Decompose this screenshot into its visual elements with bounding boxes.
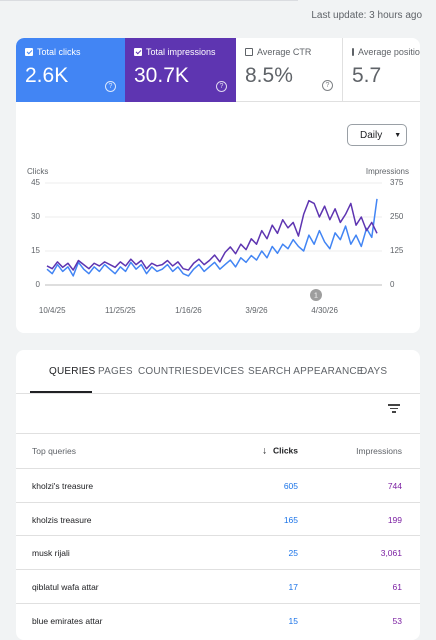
query-cell: qiblatul wafa attar xyxy=(32,582,99,593)
filter-button[interactable] xyxy=(388,404,400,413)
metric-tile[interactable]: Average position 5.7 xyxy=(343,38,420,102)
column-header: Impressions xyxy=(356,446,402,456)
x-tick-label: 11/25/25 xyxy=(105,306,136,315)
y-axis-title: Clicks xyxy=(27,167,48,176)
query-cell: musk rijali xyxy=(32,548,70,559)
page: {"header":{"last_update":"Last update: 3… xyxy=(0,0,436,624)
metric-value: 5.7 xyxy=(352,64,382,87)
chart: Clicks Impressions 0 15 30 45 0 125 250 375 10/4… xyxy=(27,167,409,315)
column-header: Top queries xyxy=(32,446,76,456)
metric-tile[interactable]: Average CTR 8.5%? xyxy=(236,38,343,102)
metric-tile[interactable]: Total impressions 30.7K? xyxy=(125,38,236,102)
query-cell: blue emirates attar xyxy=(32,615,103,626)
x-tick-label: 1/16/26 xyxy=(175,306,202,315)
divider xyxy=(0,0,298,1)
table-row[interactable]: blue emirates attar 15 53 xyxy=(16,602,420,638)
column-label: Clicks xyxy=(272,445,298,456)
table-row[interactable]: kholzi's treasure 605 744 xyxy=(16,468,420,503)
impressions-cell: 53 xyxy=(392,615,402,626)
series-line xyxy=(46,198,378,277)
y-tick-label: 45 xyxy=(31,178,40,187)
metric-value: 2.6K xyxy=(25,64,69,87)
query-cell: kholzi's treasure xyxy=(32,481,94,491)
tab[interactable]: SEARCH APPEARANCE xyxy=(248,366,364,377)
dropdown-label: Daily xyxy=(360,129,383,141)
metric-value: 30.7K xyxy=(134,64,189,87)
metric-label: Average position xyxy=(358,47,420,57)
x-tick-label: 10/4/25 xyxy=(39,306,66,315)
x-tick-label: 3/9/26 xyxy=(245,306,268,315)
y2-axis-title: Impressions xyxy=(366,167,409,176)
last-update: Last update: 3 hours ago xyxy=(311,10,422,21)
y2-tick-label: 125 xyxy=(390,246,404,255)
metric-label: Total clicks xyxy=(37,47,81,57)
impressions-cell: 3,061 xyxy=(380,548,402,559)
tab-divider xyxy=(16,393,420,394)
y-tick-label: 15 xyxy=(31,246,40,255)
y2-tick-label: 375 xyxy=(390,178,404,187)
clicks-cell: 15 xyxy=(288,615,298,626)
y2-tick-label: 0 xyxy=(390,280,395,289)
clicks-cell: 17 xyxy=(288,582,298,593)
annotation-label[interactable]: 1 xyxy=(314,292,318,299)
performance-card: Total clicks 2.6K? Total impressions 30.… xyxy=(16,38,420,333)
table-row[interactable]: musk rijali 25 3,061 xyxy=(16,535,420,570)
y-tick-label: 30 xyxy=(31,212,40,221)
x-tick-label: 4/30/26 xyxy=(311,306,338,315)
table-row[interactable]: kholzis treasure 165 199 xyxy=(16,501,420,537)
impressions-cell: 744 xyxy=(387,481,402,491)
table-row[interactable]: qiblatul wafa attar 17 61 xyxy=(16,569,420,604)
table-header: Top queries ↓ Clicks Impressions xyxy=(16,433,420,468)
clicks-cell: 605 xyxy=(283,481,298,491)
metric-tile[interactable]: Total clicks 2.6K? xyxy=(16,38,125,102)
column-header[interactable]: ↓ Clicks xyxy=(262,446,298,457)
impressions-cell: 199 xyxy=(387,514,402,525)
tab-underline xyxy=(30,391,92,393)
metric-label: Average CTR xyxy=(257,47,312,57)
clicks-cell: 165 xyxy=(283,514,298,525)
annotation-marker[interactable] xyxy=(310,289,322,301)
query-cell: kholzis treasure xyxy=(32,514,92,525)
tab[interactable]: COUNTRIES xyxy=(138,366,199,377)
tab[interactable]: DEVICES xyxy=(199,366,245,377)
tab[interactable]: DAYS xyxy=(360,366,388,377)
table-card xyxy=(16,350,420,640)
impressions-cell: 61 xyxy=(392,582,402,593)
metric-value: 8.5% xyxy=(245,64,293,87)
clicks-cell: 25 xyxy=(288,548,298,559)
metric-label: Total impressions xyxy=(146,47,216,57)
sort-arrow: ↓ xyxy=(261,445,267,457)
tab[interactable]: PAGES xyxy=(98,366,133,377)
y-tick-label: 0 xyxy=(36,280,41,289)
granularity-dropdown[interactable]: Daily ▼ xyxy=(347,124,407,146)
series-line xyxy=(46,199,378,271)
tab[interactable]: QUERIES xyxy=(49,366,96,377)
y2-tick-label: 250 xyxy=(390,212,404,221)
